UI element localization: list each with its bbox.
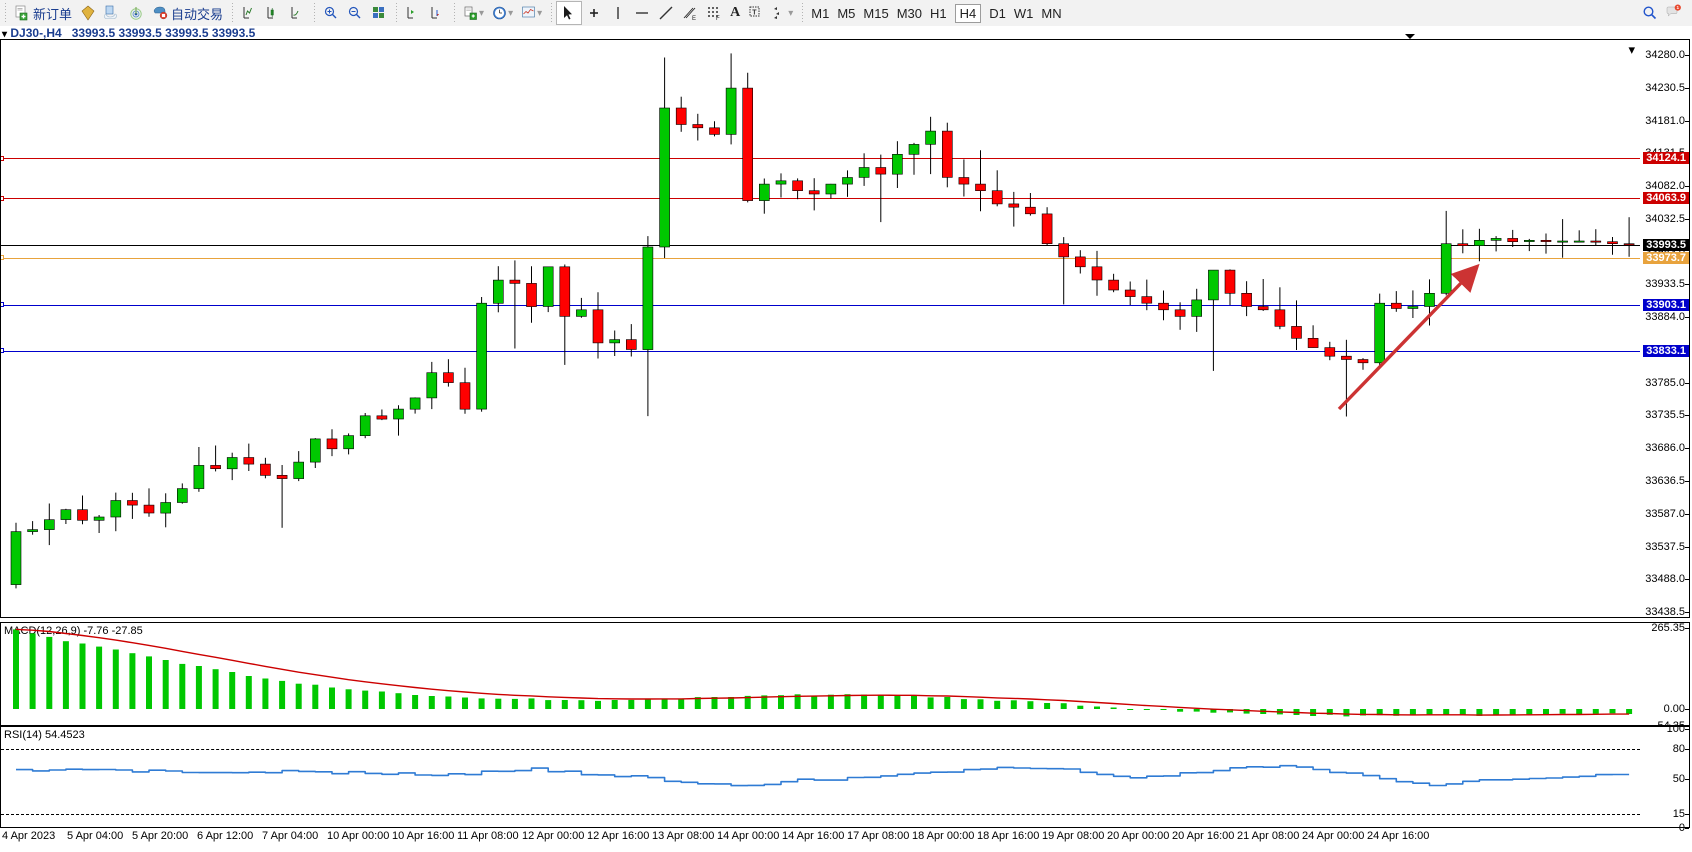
svg-text:F: F [716,16,720,21]
svg-text:1: 1 [1677,5,1680,10]
svg-text:T: T [753,10,758,17]
svg-text:E: E [692,16,696,21]
